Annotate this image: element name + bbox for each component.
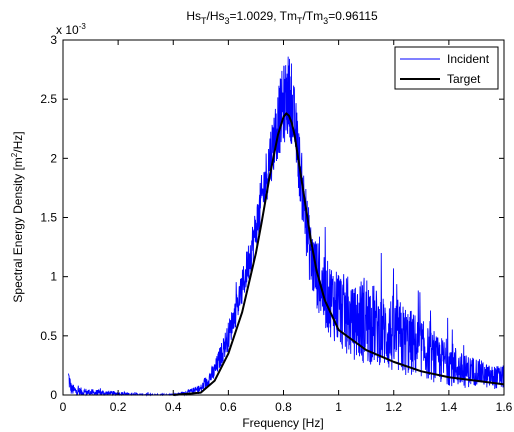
legend: Incident Target (394, 46, 499, 90)
y-axis-multiplier: x 10-3 (56, 22, 86, 37)
x-tick-label: 0.6 (220, 400, 237, 414)
y-axis-label: Spectral Energy Density [m2/Hz] (10, 131, 25, 302)
y-tick-label: 0.5 (40, 329, 57, 343)
x-tick-label: 0.4 (165, 400, 182, 414)
legend-box (394, 46, 499, 90)
y-tick-label: 2.5 (40, 92, 57, 106)
y-tick-label: 1.5 (40, 211, 57, 225)
x-tick-label: 0.8 (275, 400, 292, 414)
y-tick-label: 3 (50, 33, 57, 47)
y-tick-label: 2 (50, 151, 57, 165)
x-tick-label: 0.2 (110, 400, 127, 414)
x-axis-label: Frequency [Hz] (242, 416, 323, 430)
y-tick-label: 1 (50, 270, 57, 284)
series-target-line (173, 112, 505, 396)
x-tick-label: 1 (335, 400, 342, 414)
x-axis-ticks: 0 0.2 0.4 0.6 0.8 1 1.2 1.4 1.6 (60, 40, 513, 414)
y-tick-label: 0 (50, 388, 57, 402)
legend-label-target: Target (447, 72, 481, 86)
x-tick-label: 1.6 (496, 400, 513, 414)
chart-title: HsT/Hs3=1.0029, TmT/Tm3=0.96115 (186, 9, 378, 26)
plot-area: 0 0.2 0.4 0.6 0.8 1 1.2 1.4 1.6 0 0.5 1 1.5 2 2.5 3 (40, 33, 512, 414)
x-tick-label: 1.4 (441, 400, 458, 414)
legend-label-incident: Incident (447, 52, 490, 66)
x-tick-label: 0 (60, 400, 67, 414)
y-axis-ticks: 0 0.5 1 1.5 2 2.5 3 (40, 33, 504, 402)
x-tick-label: 1.2 (385, 400, 402, 414)
